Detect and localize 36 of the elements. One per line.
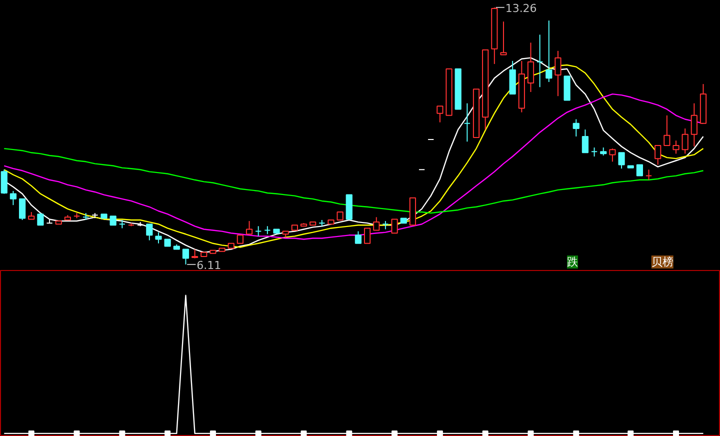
candlestick [155, 232, 162, 244]
candlestick [645, 169, 652, 180]
candlestick [37, 212, 44, 226]
candlestick [654, 144, 662, 166]
candlestick [546, 20, 552, 82]
candlestick [146, 224, 153, 241]
candlestick [554, 50, 562, 97]
candlestick [636, 164, 644, 176]
candlestick [536, 34, 544, 88]
candlestick [682, 128, 688, 154]
candlestick [46, 218, 53, 224]
candlestick [690, 102, 698, 147]
candlestick [255, 226, 262, 237]
candlestick [572, 118, 580, 137]
candlestick [618, 152, 625, 170]
candlestick [364, 228, 371, 244]
candlestick [664, 114, 670, 146]
candlestick [464, 102, 470, 142]
candlestick [500, 21, 507, 56]
candlestick [354, 230, 362, 244]
annotation: 6.11 [196, 258, 222, 272]
candlestick [672, 140, 680, 154]
candlestick [246, 220, 253, 235]
candlestick [18, 198, 26, 220]
candlestick [436, 106, 444, 123]
candlestick [527, 42, 534, 92]
candlestick [582, 129, 589, 154]
candlestick [391, 218, 398, 234]
annotation: 跌 [567, 256, 578, 268]
candlestick [373, 216, 380, 231]
candlestick [0, 169, 8, 194]
annotation: 贝榜 [651, 256, 674, 268]
annotation: 13.26 [505, 2, 537, 15]
candlestick [609, 148, 616, 162]
candlestick [182, 248, 190, 265]
candlestick [10, 190, 17, 206]
